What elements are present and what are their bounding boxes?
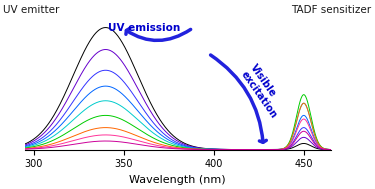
Text: UV emission: UV emission <box>108 23 180 33</box>
Text: Visible
excitation: Visible excitation <box>239 62 288 120</box>
Text: UV emitter: UV emitter <box>3 5 60 15</box>
X-axis label: Wavelength (nm): Wavelength (nm) <box>129 175 226 185</box>
Text: TADF sensitizer: TADF sensitizer <box>291 5 371 15</box>
